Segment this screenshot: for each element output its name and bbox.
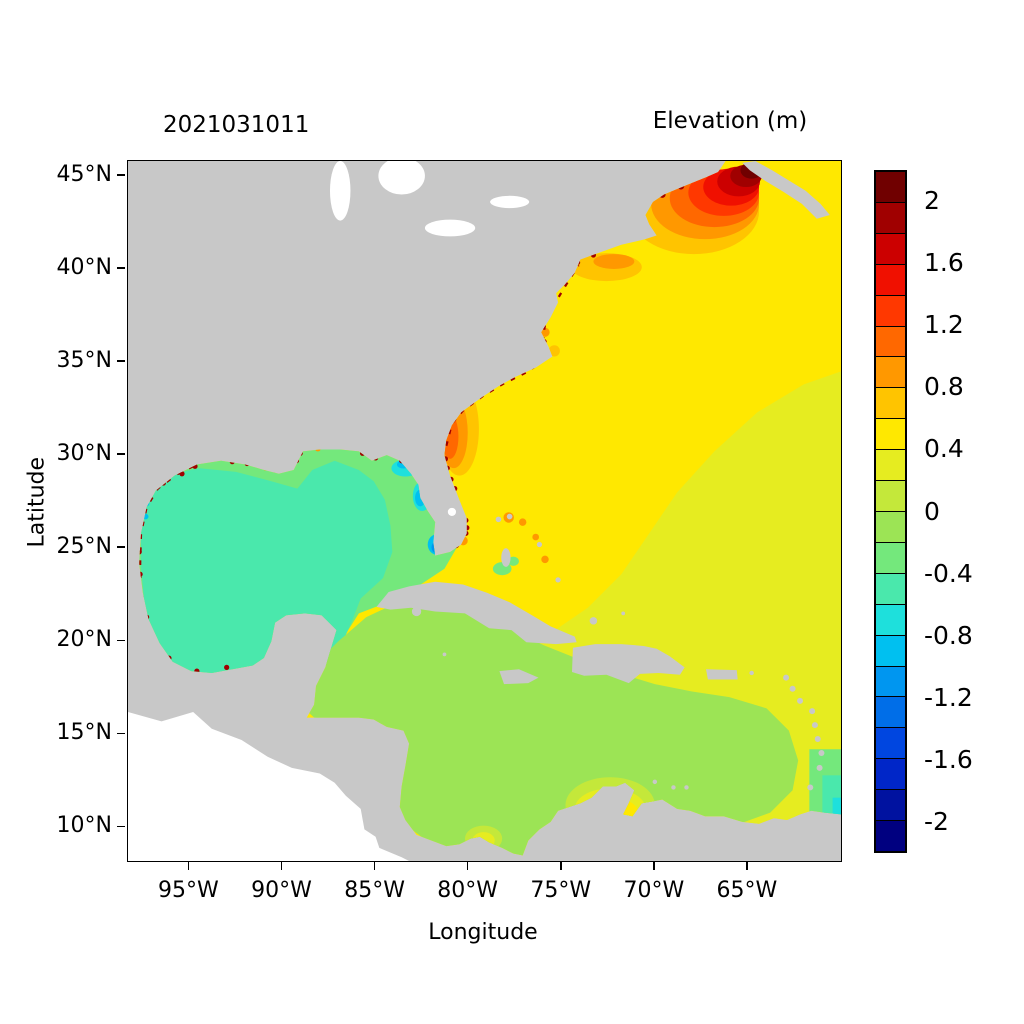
lake-huron — [378, 161, 425, 195]
colorbar-band — [876, 232, 905, 264]
plot-area — [127, 160, 842, 862]
y-tick-mark — [117, 546, 125, 548]
x-tick-mark — [280, 862, 283, 870]
nova-scotia-land — [742, 161, 830, 219]
lesser-antilles-islands — [749, 670, 825, 791]
x-tick-label: 65°W — [716, 878, 778, 903]
colorbar-band — [876, 263, 905, 295]
x-tick-mark — [653, 862, 655, 870]
x-tick-mark — [187, 862, 190, 870]
great-lakes — [329, 161, 530, 517]
x-tick-mark — [560, 862, 562, 870]
colorbar-tick-label: 0.8 — [924, 372, 964, 402]
islands-land — [376, 161, 830, 826]
colorbar-band — [876, 325, 905, 357]
x-tick-label: 70°W — [623, 878, 685, 903]
y-tick-label: 20°N — [56, 627, 112, 653]
colorbar-tick-label: -0.4 — [924, 558, 973, 588]
colorbar-tick-label: 0 — [924, 496, 940, 526]
pacific-outside-domain — [128, 712, 410, 861]
y-tick-label: 30°N — [56, 441, 112, 467]
colorbar-tick-label: 0.4 — [924, 434, 964, 464]
lake-erie — [424, 219, 476, 237]
puerto-rico-island — [706, 669, 738, 680]
trinidad-island — [810, 812, 824, 826]
cuba-island — [376, 581, 577, 645]
x-tick-label: 90°W — [251, 878, 312, 903]
colorbar-tick-label: -2 — [924, 806, 949, 836]
y-tick-mark — [117, 639, 125, 642]
y-tick-label: 35°N — [56, 348, 112, 374]
colorbar-tick-label: -0.8 — [924, 620, 973, 650]
y-tick-mark — [117, 732, 125, 735]
lake-ontario — [490, 195, 530, 209]
caribbean-sea-region — [291, 598, 799, 856]
cayman-island — [442, 652, 447, 657]
mid-atlantic-bight-band — [571, 253, 642, 282]
colorbar-band — [876, 201, 905, 233]
plot-title-variable: Elevation (m) — [652, 108, 808, 134]
isla-juventud-island — [411, 606, 422, 617]
colorbar-tick-label: 1.2 — [924, 310, 964, 340]
colorbar-band — [876, 634, 905, 666]
colorbar-band — [876, 172, 905, 202]
y-tick-mark — [117, 267, 125, 269]
colorbar-band — [876, 789, 905, 821]
x-axis-label: Longitude — [428, 920, 538, 945]
y-tick-label: 25°N — [56, 534, 112, 560]
lake-michigan — [329, 161, 351, 221]
colorbar-band — [876, 356, 905, 388]
colorbar-tick-label: -1.6 — [924, 744, 973, 774]
colorbar-band — [876, 820, 905, 851]
lake-okeechobee — [447, 507, 457, 517]
colorbar-band — [876, 387, 905, 419]
southeast-coast-wet-fringe — [445, 264, 580, 447]
x-tick-mark — [466, 862, 469, 870]
colorbar-band — [876, 510, 905, 542]
x-tick-label: 95°W — [158, 878, 219, 903]
y-tick-mark — [117, 360, 125, 362]
bahamas-islands — [495, 513, 626, 625]
x-tick-label: 75°W — [530, 878, 592, 903]
y-tick-mark — [117, 174, 125, 176]
colorbar-band — [876, 572, 905, 604]
colorbar-band — [876, 418, 905, 450]
colorbar-band — [876, 294, 905, 326]
x-tick-mark — [373, 862, 376, 870]
colorbar-tick-label: -1.2 — [924, 682, 973, 712]
colorbar-band — [876, 727, 905, 759]
map-svg — [128, 161, 841, 861]
colorbar-tick-label: 1.6 — [924, 248, 964, 278]
colorbar-band — [876, 541, 905, 573]
y-tick-label: 10°N — [56, 813, 112, 839]
colorbar-band — [876, 696, 905, 728]
y-tick-mark — [117, 825, 125, 828]
colorbar — [874, 170, 907, 853]
colorbar-band — [876, 480, 905, 511]
plot-title-datestamp: 2021031011 — [163, 112, 310, 138]
hispaniola-island — [571, 644, 685, 684]
colorbar-band — [876, 449, 905, 481]
colorbar-tick-label: 2 — [924, 186, 940, 216]
x-tick-label: 85°W — [344, 878, 405, 903]
colorbar-band — [876, 603, 905, 635]
colorbar-band — [876, 665, 905, 697]
jamaica-island — [499, 669, 539, 685]
x-tick-label: 80°W — [437, 878, 499, 903]
abc-islands — [652, 779, 689, 790]
y-tick-label: 40°N — [56, 254, 112, 280]
y-tick-label: 45°N — [56, 161, 112, 187]
y-tick-mark — [117, 453, 125, 455]
colorbar-band — [876, 758, 905, 790]
y-tick-label: 15°N — [56, 720, 112, 746]
x-tick-mark — [746, 862, 748, 870]
